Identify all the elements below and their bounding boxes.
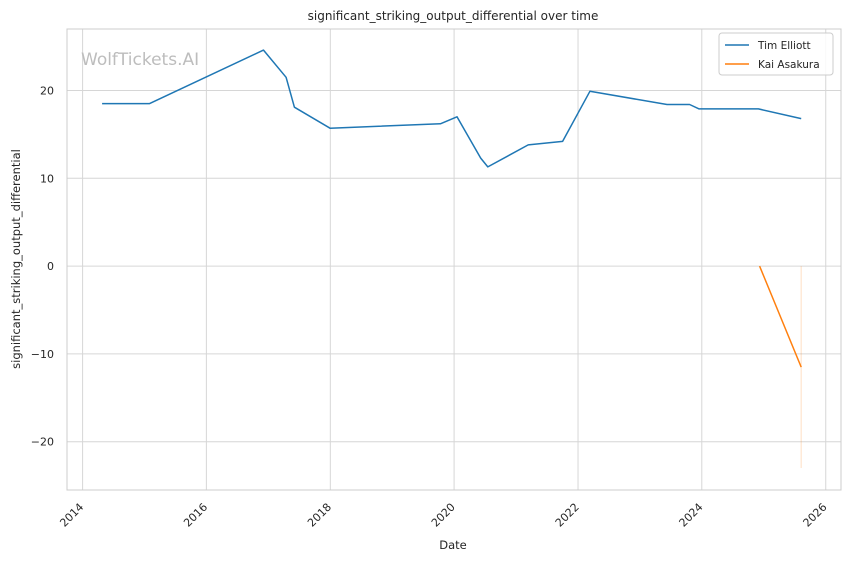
legend-label-tim-elliott: Tim Elliott <box>757 40 811 52</box>
legend-label-kai-asakura: Kai Asakura <box>758 59 820 71</box>
y-tick-label: 0 <box>47 260 54 273</box>
series-lines <box>102 49 802 368</box>
y-tick-label: 10 <box>40 172 54 185</box>
y-axis-title: significant_striking_output_differential <box>9 149 23 369</box>
grid <box>67 29 841 490</box>
y-tick-labels: 20 10 0 −10 −20 <box>31 84 54 448</box>
y-tick-label: −20 <box>31 436 54 449</box>
watermark-text: WolfTickets.AI <box>81 50 199 70</box>
chart-title: significant_striking_output_differential… <box>308 9 599 23</box>
legend: Tim Elliott Kai Asakura <box>718 32 834 76</box>
series-line-tim-elliott <box>102 49 802 168</box>
x-axis-title: Date <box>439 538 467 552</box>
y-tick-label: −10 <box>31 348 54 361</box>
series-line-kai-asakura <box>758 265 802 368</box>
plot-frame <box>66 28 842 491</box>
y-tick-label: 20 <box>40 84 54 97</box>
